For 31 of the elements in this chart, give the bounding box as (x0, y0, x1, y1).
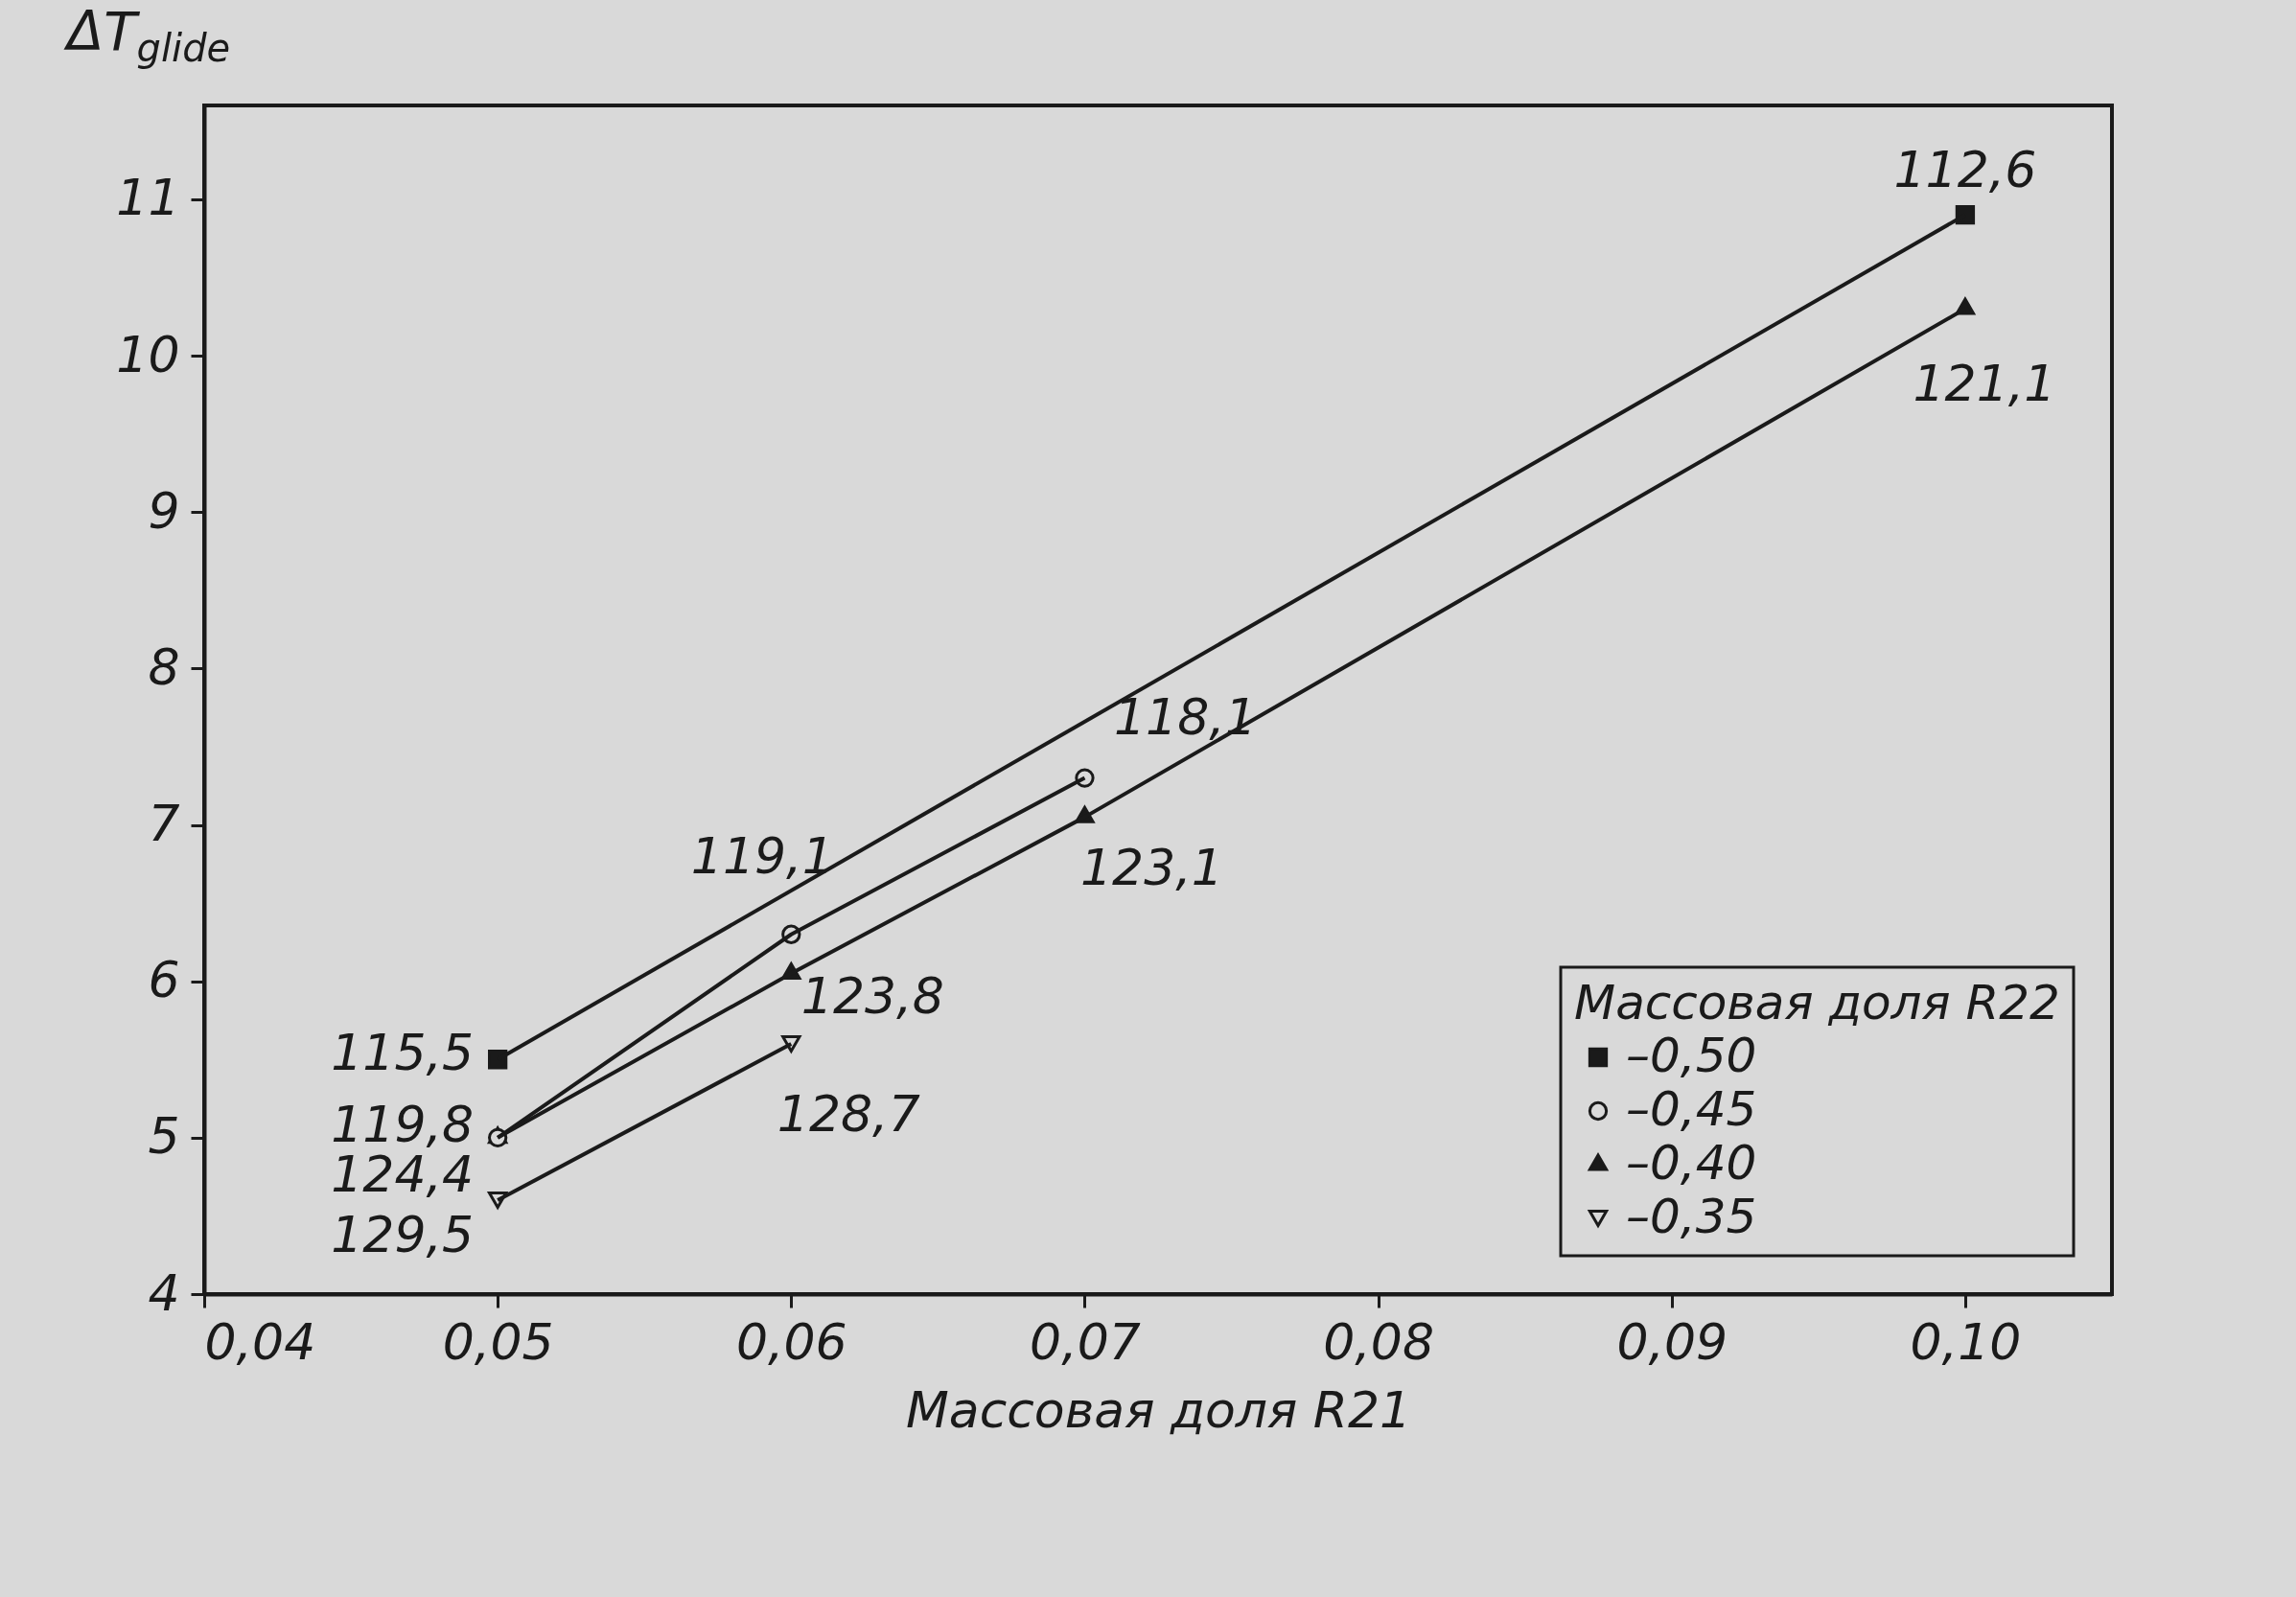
legend-label: –0,50 (1626, 1028, 1757, 1083)
x-tick-label: 0,10 (1910, 1312, 2022, 1371)
legend-label: –0,40 (1626, 1135, 1757, 1191)
y-tick-label: 9 (148, 481, 180, 540)
annotation: 119,1 (690, 826, 834, 885)
x-tick-label: 0,05 (442, 1312, 554, 1371)
y-tick-label: 4 (148, 1263, 180, 1322)
x-tick-label: 0,04 (204, 1312, 316, 1371)
annotation: 115,5 (331, 1024, 475, 1082)
y-tick-label: 11 (116, 169, 180, 227)
annotation: 129,5 (331, 1206, 475, 1264)
y-tick-label: 5 (148, 1107, 180, 1166)
x-tick-label: 0,09 (1616, 1312, 1728, 1371)
x-axis-title: Массовая доля R21 (905, 1380, 1412, 1439)
annotation: 123,1 (1080, 839, 1223, 897)
legend-title: Массовая доля R22 (1574, 975, 2060, 1030)
annotation: 123,8 (800, 966, 944, 1025)
y-tick-label: 6 (148, 951, 180, 1009)
annotation: 119,8 (331, 1095, 475, 1153)
x-tick-label: 0,06 (735, 1312, 847, 1371)
y-tick-label: 10 (116, 325, 180, 383)
legend-label: –0,35 (1626, 1189, 1757, 1244)
annotation: 112,6 (1893, 141, 2037, 199)
x-tick-label: 0,08 (1323, 1312, 1435, 1371)
annotation: 121,1 (1913, 355, 2056, 413)
annotation: 128,7 (777, 1084, 920, 1143)
x-tick-label: 0,07 (1030, 1312, 1141, 1371)
y-tick-label: 7 (148, 795, 180, 853)
annotation: 118,1 (1114, 687, 1257, 746)
y-tick-label: 8 (148, 637, 180, 696)
legend-label: –0,45 (1626, 1081, 1757, 1137)
